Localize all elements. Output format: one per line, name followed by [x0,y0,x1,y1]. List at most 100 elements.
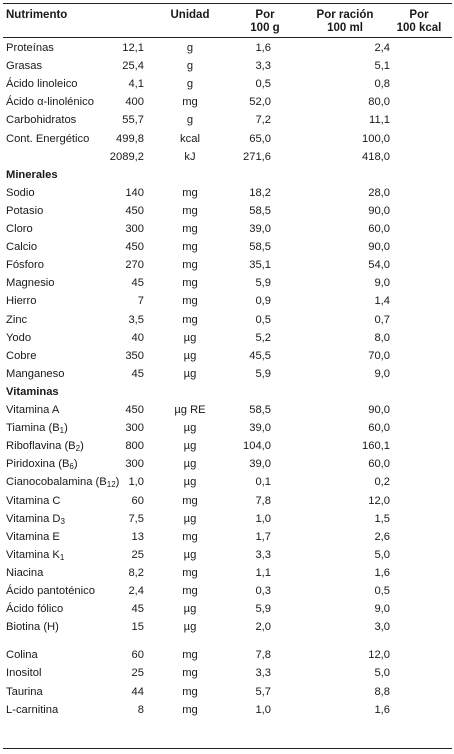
per-ration-cell: 2,0 [255,621,271,634]
nutrient-name: Vitamina C [6,492,61,510]
per-ration-cell: 104,0 [243,440,271,453]
unit-cell: mg [182,277,198,290]
table-row: Cobre µg 350 45,5 70,0 [0,347,454,365]
table-row: Zinc mg 3,5 0,5 0,7 [0,311,454,329]
header-por-100g-line2: 100 g [250,22,280,34]
per-100g-cell: 25 [131,667,144,680]
per-ration-cell: 7,8 [255,494,271,507]
per-ration-cell: 39,0 [249,223,271,235]
table-row: Ácido pantoténico mg 2,4 0,3 0,5 [0,582,454,600]
nutrient-name: L-carnitina [6,701,58,719]
unit-cell: mg [182,241,198,254]
unit-cell: mg [182,186,198,199]
nutrient-name: Grasas [6,57,42,75]
per-100g-cell: 450 [125,404,144,416]
per-100g-cell: 15 [131,621,144,634]
nutrient-name: Manganeso [6,365,64,383]
nutrient-name: Niacina [6,564,43,582]
per-ration-cell: 39,0 [249,458,271,471]
unit-cell: mg [182,313,198,326]
per-100kcal-cell: 2,6 [374,530,390,543]
per-100kcal-cell: 0,7 [374,313,390,326]
per-ration-cell: 5,2 [255,331,271,344]
header-por-racion-line1: Por ración [316,9,374,21]
nutrient-name-text: Piridoxina (B [6,458,70,471]
per-100g-cell: 300 [125,223,144,235]
table-row: Ácido fólico µg 45 5,9 9,0 [0,600,454,618]
nutrient-name: Piridoxina (B6) [6,455,78,473]
header-por-100g-line1: Por [255,9,275,21]
per-ration-cell: 45,5 [249,349,271,362]
nutrient-name-text: Zinc [6,313,28,326]
per-100kcal-cell: 70,0 [368,349,390,362]
nutrient-name: Cobre [6,347,36,365]
nutrient-name-text: Calcio [6,241,38,254]
table-row: Vitamina C mg 60 7,8 12,0 [0,492,454,510]
table-row: Hierro mg 7 0,9 1,4 [0,292,454,310]
per-100kcal-cell: 9,0 [374,277,390,290]
nutrient-name: Vitamina A [6,401,59,419]
unit-cell: mg [182,530,198,543]
per-ration-cell: 0,9 [255,295,271,308]
per-ration-cell: 5,9 [255,277,271,290]
per-100kcal-cell: 100,0 [362,132,390,145]
per-100kcal-cell: 1,4 [374,295,390,308]
unit-cell: µg [183,331,197,344]
nutrient-name-text: Niacina [6,566,44,579]
nutrient-name-text: Vitamina E [6,530,60,543]
header-por-100kcal: Por 100 kcal [386,9,452,35]
nutrient-name-suffix: ) [115,476,120,489]
nutrient-name: Vitamina K1 [6,546,64,564]
nutrient-name-text: Cont. Energético [6,132,90,145]
unit-cell: µg [183,621,197,634]
nutrient-name: Calcio [6,238,37,256]
table-row: Ácido linoleico g 4,1 0,5 0,8 [0,75,454,93]
table-row: Cont. Energético kcal 499,8 65,0 100,0 [0,130,454,148]
per-100kcal-cell: 5,1 [374,60,390,73]
per-100g-cell: 2,4 [128,585,144,597]
unit-cell: mg [182,96,198,109]
per-100kcal-cell: 60,0 [368,223,390,235]
unit-cell: g [186,42,194,54]
per-100g-cell: 7 [137,295,144,308]
per-ration-cell: 1,6 [255,42,271,54]
nutrient-name-text: Carbohidratos [6,114,77,127]
unit-cell: mg [182,703,198,716]
per-100g-cell: 45 [131,367,144,380]
per-ration-cell: 1,0 [255,512,271,525]
unit-cell: g [186,114,194,127]
per-ration-cell: 39,0 [249,422,271,435]
per-ration-cell: 5,9 [255,603,271,616]
table-row: Carbohidratos g 55,7 7,2 11,1 [0,111,454,129]
nutrient-name: Sodio [6,184,35,202]
per-ration-cell: 3,3 [255,548,271,561]
unit-cell: mg [182,585,198,597]
nutrient-name-text: Grasas [6,60,43,73]
top-rule [3,3,452,4]
per-100g-cell: 8,2 [128,566,144,579]
per-100kcal-cell: 28,0 [368,186,390,199]
per-100kcal-cell: 2,4 [374,42,390,54]
nutrient-name: Vitamina D3 [6,510,65,528]
unit-cell: mg [182,667,198,680]
unit-cell: mg [182,566,198,579]
nutrient-name-text: Ácido fólico [6,603,64,616]
nutrient-name-text: Ácido linoleico [6,78,78,91]
nutrient-name: Colina [6,646,38,664]
nutrient-name: Ácido linoleico [6,75,78,93]
per-100g-cell: 12,1 [122,42,144,54]
unit-cell: mg [182,295,198,308]
table-row: Magnesio mg 45 5,9 9,0 [0,274,454,292]
unit-cell: kJ [184,150,196,163]
nutrient-name: Ácido pantoténico [6,582,95,600]
per-100kcal-cell: 60,0 [368,458,390,471]
per-ration-cell: 1,1 [255,566,271,579]
nutrient-name-text: Vitamina C [6,494,61,507]
table-row: Potasio mg 450 58,5 90,0 [0,202,454,220]
table-row: Taurina mg 44 5,7 8,8 [0,683,454,701]
table-row: Riboflavina (B2) µg 800 104,0 160,1 [0,437,454,455]
per-100kcal-cell: 11,1 [369,114,390,127]
unit-cell: µg [183,349,197,362]
per-ration-cell: 0,5 [255,313,271,326]
